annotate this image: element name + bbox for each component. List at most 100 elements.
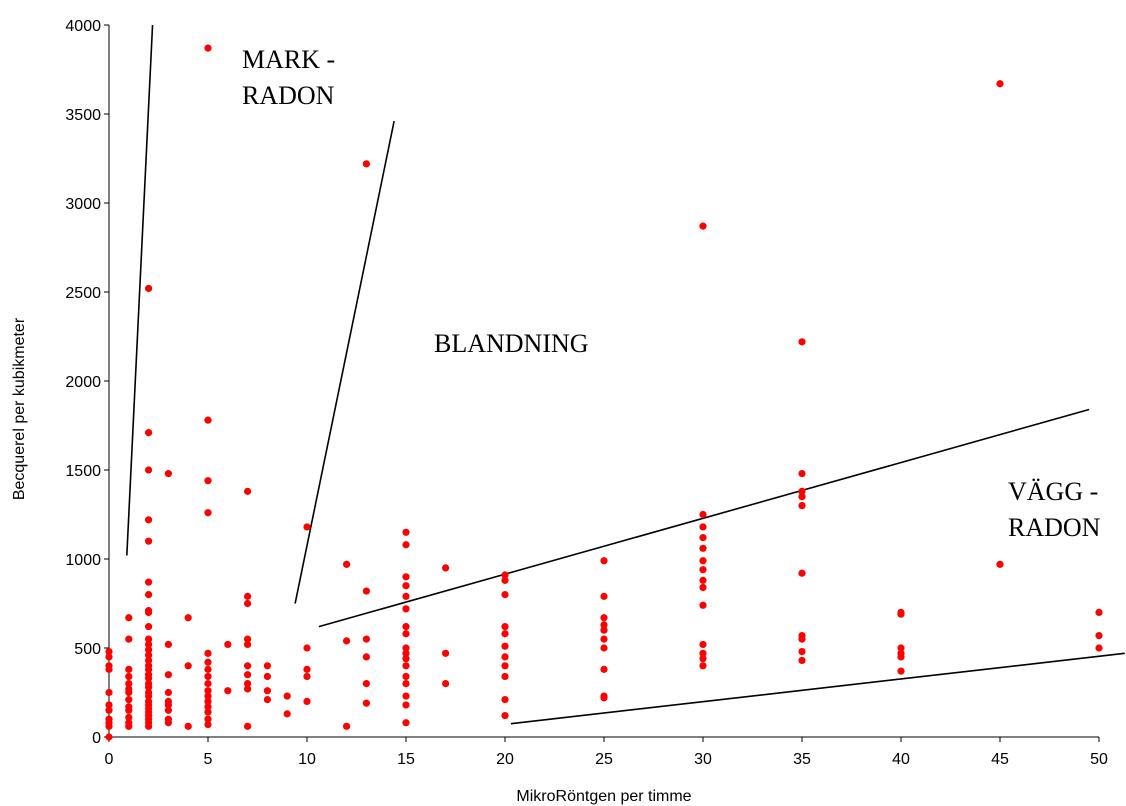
data-point	[164, 706, 172, 714]
data-point	[164, 469, 172, 478]
data-point	[263, 696, 271, 704]
data-point	[125, 688, 133, 697]
data-point	[263, 672, 271, 681]
data-point	[145, 516, 153, 524]
data-point	[1095, 608, 1103, 617]
data-point	[699, 557, 707, 565]
data-point	[204, 416, 212, 424]
region-label: BLANDNING	[434, 329, 589, 358]
data-point	[996, 560, 1004, 568]
data-point	[501, 571, 509, 579]
data-point	[244, 635, 252, 643]
x-tick-label: 50	[1090, 751, 1108, 768]
data-point	[125, 635, 133, 643]
data-point	[204, 708, 212, 716]
data-point	[145, 692, 153, 700]
x-tick-label: 40	[892, 751, 910, 768]
data-point	[501, 642, 509, 650]
y-ticks: 0 500 1000 1500 2000 2500 3000 3500 4000	[65, 18, 109, 747]
data-point	[402, 655, 410, 663]
y-tick-label: 2500	[65, 285, 101, 302]
data-point	[699, 662, 707, 670]
data-point	[204, 44, 212, 52]
data-point	[145, 591, 153, 599]
data-point	[204, 665, 212, 673]
x-tick-label: 15	[397, 751, 415, 768]
data-point	[145, 537, 153, 545]
data-point	[1095, 644, 1103, 652]
data-point	[402, 630, 410, 638]
data-point	[362, 160, 370, 168]
data-point	[204, 687, 212, 695]
data-point	[402, 541, 410, 549]
data-point	[145, 640, 153, 649]
data-point	[897, 667, 905, 675]
data-point	[145, 656, 153, 665]
data-point	[600, 626, 608, 634]
x-tick-label: 5	[204, 751, 213, 768]
data-point	[501, 576, 509, 584]
data-point	[402, 672, 410, 681]
data-point	[164, 688, 172, 697]
data-point	[798, 502, 806, 510]
data-point	[1095, 631, 1103, 640]
data-point	[105, 647, 113, 656]
data-point	[105, 733, 113, 741]
data-point	[402, 719, 410, 727]
y-tick-label: 1000	[65, 552, 101, 569]
data-point	[402, 528, 410, 536]
data-point	[362, 653, 370, 661]
data-point	[244, 592, 252, 600]
data-point	[343, 560, 351, 568]
region-labels: MARK - RADON BLANDNING VÄGG - RADON	[242, 45, 1101, 542]
data-point	[343, 722, 351, 730]
data-point	[798, 656, 806, 665]
data-point	[224, 640, 232, 649]
data-point	[699, 534, 707, 542]
data-point	[244, 685, 252, 693]
data-point	[184, 662, 192, 670]
data-point	[204, 697, 212, 706]
data-point	[501, 696, 509, 704]
data-point	[125, 614, 133, 622]
data-point	[145, 646, 153, 654]
x-tick-label: 30	[694, 751, 712, 768]
data-point	[699, 222, 707, 230]
data-point	[897, 610, 905, 618]
data-point	[699, 649, 707, 657]
data-point	[204, 720, 212, 729]
boundary-line	[318, 408, 1090, 628]
data-point	[125, 680, 133, 688]
data-point	[204, 509, 212, 517]
data-point	[442, 649, 450, 657]
y-tick-label: 2000	[65, 374, 101, 391]
data-point	[501, 591, 509, 599]
data-point	[362, 699, 370, 707]
x-tick-label: 20	[496, 751, 514, 768]
data-point	[699, 523, 707, 531]
data-point	[600, 694, 608, 702]
data-point	[402, 649, 410, 657]
x-axis-title: MikroRöntgen per timme	[516, 788, 691, 805]
data-point	[402, 605, 410, 613]
data-point	[996, 80, 1004, 88]
data-point	[204, 680, 212, 688]
data-point	[283, 710, 291, 718]
data-point	[125, 665, 133, 673]
data-point	[125, 713, 133, 722]
data-point	[442, 564, 450, 572]
data-point	[600, 621, 608, 629]
data-point	[263, 662, 271, 670]
data-point	[105, 722, 113, 730]
data-point	[105, 665, 113, 673]
data-point	[362, 635, 370, 643]
data-point	[699, 510, 707, 519]
data-point	[362, 587, 370, 595]
region-label: RADON	[242, 81, 335, 110]
data-point	[402, 592, 410, 600]
data-point	[600, 614, 608, 622]
data-point	[699, 544, 707, 552]
y-tick-label: 3000	[65, 196, 101, 213]
data-point	[303, 697, 311, 706]
